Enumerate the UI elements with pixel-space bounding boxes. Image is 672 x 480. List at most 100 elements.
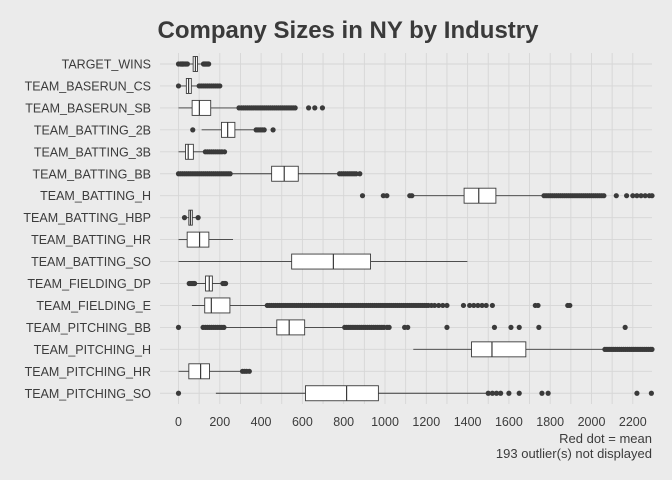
y-tick-label: TEAM_BATTING_2B — [34, 123, 151, 137]
outlier-point — [508, 324, 514, 330]
outlier-point — [630, 193, 636, 199]
outlier-point — [353, 171, 359, 177]
x-tick-label: 2200 — [619, 415, 647, 429]
outlier-point — [184, 61, 190, 67]
iqr-box — [188, 363, 210, 380]
outlier-point — [483, 302, 489, 309]
x-tick-label: 800 — [333, 415, 354, 429]
box-target-wins — [175, 56, 212, 72]
outlier-point — [217, 83, 223, 89]
outlier-point — [181, 215, 188, 221]
y-tick-label: TEAM_BASERUN_CS — [25, 79, 151, 93]
y-tick-label: TEAM_PITCHING_HR — [25, 365, 151, 379]
outlier-point — [440, 302, 446, 309]
iqr-box — [185, 143, 194, 160]
outlier-point — [221, 149, 228, 155]
outlier-point — [357, 171, 363, 177]
iqr-box — [463, 187, 497, 204]
outlier-point — [467, 302, 473, 309]
y-tick-label: TEAM_BASERUN_SB — [25, 101, 151, 115]
box-team-baserun-cs — [175, 77, 223, 94]
box-team-fielding-e — [191, 297, 573, 314]
box-team-batting-bb — [175, 165, 363, 182]
outlier-point — [227, 171, 233, 177]
outlier-point — [305, 105, 312, 111]
x-tick-label: 1400 — [454, 415, 482, 429]
outlier-point — [535, 302, 541, 309]
iqr-box — [276, 319, 306, 336]
box-team-baserun-sb — [178, 99, 326, 116]
outlier-point — [498, 390, 504, 396]
chart-title: Company Sizes in NY by Industry — [158, 17, 540, 44]
x-tick-label: 200 — [209, 415, 230, 429]
x-tick-label: 1000 — [371, 415, 399, 429]
box-team-batting-so — [178, 253, 468, 270]
outlier-point — [261, 127, 267, 133]
x-tick-label: 0 — [175, 415, 182, 429]
iqr-box — [291, 253, 371, 270]
box-team-batting-hr — [178, 231, 234, 248]
box-team-pitching-bb — [175, 319, 628, 336]
outlier-point — [622, 324, 628, 330]
y-tick-label: TEAM_BATTING_BB — [32, 167, 151, 181]
x-tick-label: 1600 — [495, 415, 523, 429]
outlier-point — [270, 127, 276, 133]
outlier-point — [536, 324, 542, 330]
outlier-point — [444, 302, 450, 309]
outlier-point — [567, 302, 573, 309]
outlier-point — [409, 193, 415, 199]
outlier-point — [359, 193, 366, 199]
outlier-point — [648, 390, 654, 396]
x-axis: 0 200 400 600 800 1000 1200 1400 1600 1800 2000 220… — [175, 415, 647, 429]
outlier-point — [516, 390, 522, 396]
outlier-point — [190, 127, 196, 133]
y-tick-label: TEAM_FIELDING_DP — [27, 277, 151, 291]
box-team-pitching-h — [413, 341, 655, 358]
iqr-box — [204, 297, 231, 314]
plot-area — [175, 56, 655, 402]
outlier-point — [206, 61, 212, 67]
iqr-box — [471, 341, 527, 358]
y-tick-label: TEAM_BATTING_HR — [31, 233, 151, 247]
x-tick-label: 1800 — [536, 415, 564, 429]
iqr-box — [191, 99, 212, 116]
x-tick-label: 600 — [292, 415, 313, 429]
y-tick-label: TEAM_BATTING_SO — [31, 255, 151, 269]
outlier-point — [613, 193, 619, 199]
outlier-point — [479, 302, 485, 309]
outlier-point — [386, 324, 392, 330]
box-team-pitching-so — [175, 385, 654, 402]
outlier-point — [460, 302, 467, 309]
outlier-point — [489, 390, 495, 396]
outlier-point — [222, 280, 229, 287]
outlier-point — [475, 302, 481, 309]
outlier-point — [221, 324, 227, 330]
outlier-point — [634, 390, 640, 396]
y-tick-label: TEAM_PITCHING_SO — [25, 387, 152, 401]
outlier-point — [601, 193, 607, 199]
iqr-box — [271, 165, 299, 182]
caption-mean-note: Red dot = mean — [559, 431, 652, 446]
outlier-point — [638, 193, 644, 199]
outlier-point — [175, 324, 182, 330]
caption-outlier-note: 193 outlier(s) not displayed — [496, 446, 652, 461]
iqr-box — [305, 385, 379, 402]
outlier-point — [312, 105, 318, 111]
box-team-fielding-dp — [186, 275, 229, 292]
outlier-point — [384, 193, 390, 199]
outlier-point — [292, 105, 298, 111]
y-axis: TARGET_WINS TEAM_BASERUN_CS TEAM_BASERUN_S… — [23, 58, 151, 401]
box-team-pitching-hr — [178, 363, 252, 380]
outlier-point — [436, 302, 442, 309]
outlier-point — [195, 215, 201, 221]
outlier-point — [471, 302, 477, 309]
x-tick-label: 2000 — [578, 415, 606, 429]
outlier-point — [506, 390, 512, 396]
outlier-point — [319, 105, 326, 111]
y-tick-label: TEAM_FIELDING_E — [36, 299, 151, 313]
x-tick-label: 1200 — [412, 415, 440, 429]
y-tick-label: TEAM_BATTING_H — [40, 189, 151, 203]
x-tick-label: 400 — [251, 415, 272, 429]
